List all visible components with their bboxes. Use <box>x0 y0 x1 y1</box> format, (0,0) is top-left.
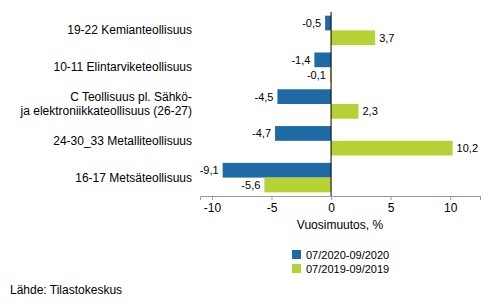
category-label: C Teollisuus pl. Sähkö-ja elektroniikkat… <box>20 90 192 118</box>
category-label: 16-17 Metsäteollisuus <box>75 171 192 185</box>
legend-swatch <box>292 264 301 273</box>
axis-title: Vuosimuutos, % <box>297 218 384 232</box>
tick-mark <box>271 196 272 200</box>
source: Lähde: Tilastokeskus <box>10 283 122 297</box>
data-label: -4,7 <box>252 127 271 139</box>
bar <box>223 163 331 178</box>
tick-mark <box>450 196 451 200</box>
tick: 10 <box>444 196 458 215</box>
bar <box>264 178 331 193</box>
tick-mark <box>212 196 213 200</box>
data-label: -5,6 <box>241 179 260 191</box>
legend: 07/2020-09/2020 07/2019-09/2019 <box>292 249 389 275</box>
chart: -10 -5 0 5 10 19-22 Kemianteollisuus 10-11 Eli… <box>0 0 493 304</box>
bar <box>331 104 358 119</box>
axis-line <box>201 197 481 201</box>
category-label: 10-11 Elintarviketeollisuus <box>53 60 192 74</box>
data-label: 3,7 <box>379 32 394 44</box>
tick-label: -5 <box>267 201 278 215</box>
data-label: -0,1 <box>307 69 326 81</box>
bar <box>277 89 331 104</box>
bars <box>223 16 453 193</box>
tick-label: 5 <box>388 201 395 215</box>
tick: 0 <box>328 196 335 215</box>
bar <box>275 126 331 141</box>
data-label: -1,4 <box>291 54 310 66</box>
tick: -5 <box>267 196 278 215</box>
data-label: -4,5 <box>254 91 273 103</box>
zero-line <box>331 12 332 196</box>
category-label: 19-22 Kemianteollisuus <box>67 23 192 37</box>
legend-swatch <box>292 250 301 259</box>
bar <box>331 141 453 156</box>
tick: 5 <box>388 196 395 215</box>
data-label: 10,2 <box>457 142 478 154</box>
tick-label: 0 <box>328 201 335 215</box>
tick-label: 10 <box>444 201 458 215</box>
bar <box>325 16 331 31</box>
tick-mark <box>331 196 332 200</box>
tick-label: -10 <box>204 201 222 215</box>
data-label: -9,1 <box>200 164 219 176</box>
data-label: -0,5 <box>302 17 321 29</box>
data-label: 2,3 <box>362 105 377 117</box>
tick: -10 <box>204 196 222 215</box>
bar <box>314 52 331 67</box>
legend-label: 07/2020-09/2020 <box>306 249 389 261</box>
category-label: 24-30_33 Metalliteollisuus <box>53 134 192 148</box>
x-axis: -10 -5 0 5 10 <box>201 196 481 215</box>
tick-mark <box>391 196 392 200</box>
legend-label: 07/2019-09/2019 <box>306 263 389 275</box>
bar <box>331 30 375 45</box>
